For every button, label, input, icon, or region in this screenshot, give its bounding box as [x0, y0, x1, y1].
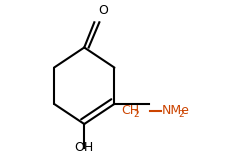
Text: 2: 2 [134, 110, 139, 119]
Text: NMe: NMe [162, 104, 190, 117]
Text: 2: 2 [178, 110, 183, 119]
Text: CH: CH [122, 104, 140, 117]
Text: O: O [98, 4, 108, 17]
Text: OH: OH [75, 141, 94, 154]
